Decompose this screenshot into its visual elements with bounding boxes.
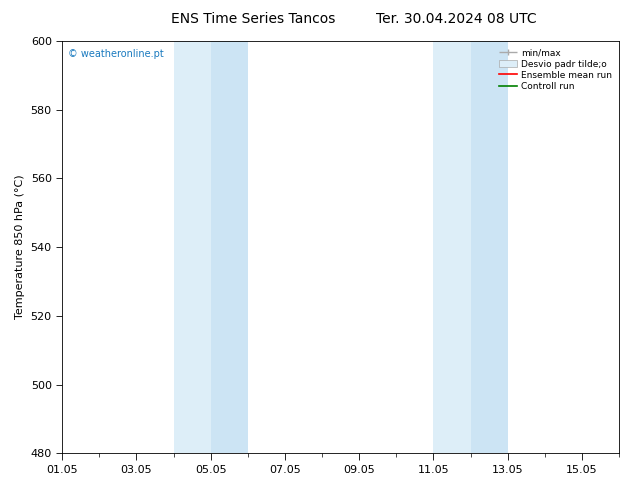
- Text: Ter. 30.04.2024 08 UTC: Ter. 30.04.2024 08 UTC: [376, 12, 537, 26]
- Bar: [174, 41, 210, 453]
- Bar: [470, 41, 508, 453]
- Y-axis label: Temperature 850 hPa (°C): Temperature 850 hPa (°C): [15, 175, 25, 319]
- Bar: [434, 41, 470, 453]
- Legend: min/max, Desvio padr tilde;o, Ensemble mean run, Controll run: min/max, Desvio padr tilde;o, Ensemble m…: [496, 46, 614, 94]
- Text: © weatheronline.pt: © weatheronline.pt: [68, 49, 164, 59]
- Bar: [210, 41, 248, 453]
- Text: ENS Time Series Tancos: ENS Time Series Tancos: [171, 12, 336, 26]
